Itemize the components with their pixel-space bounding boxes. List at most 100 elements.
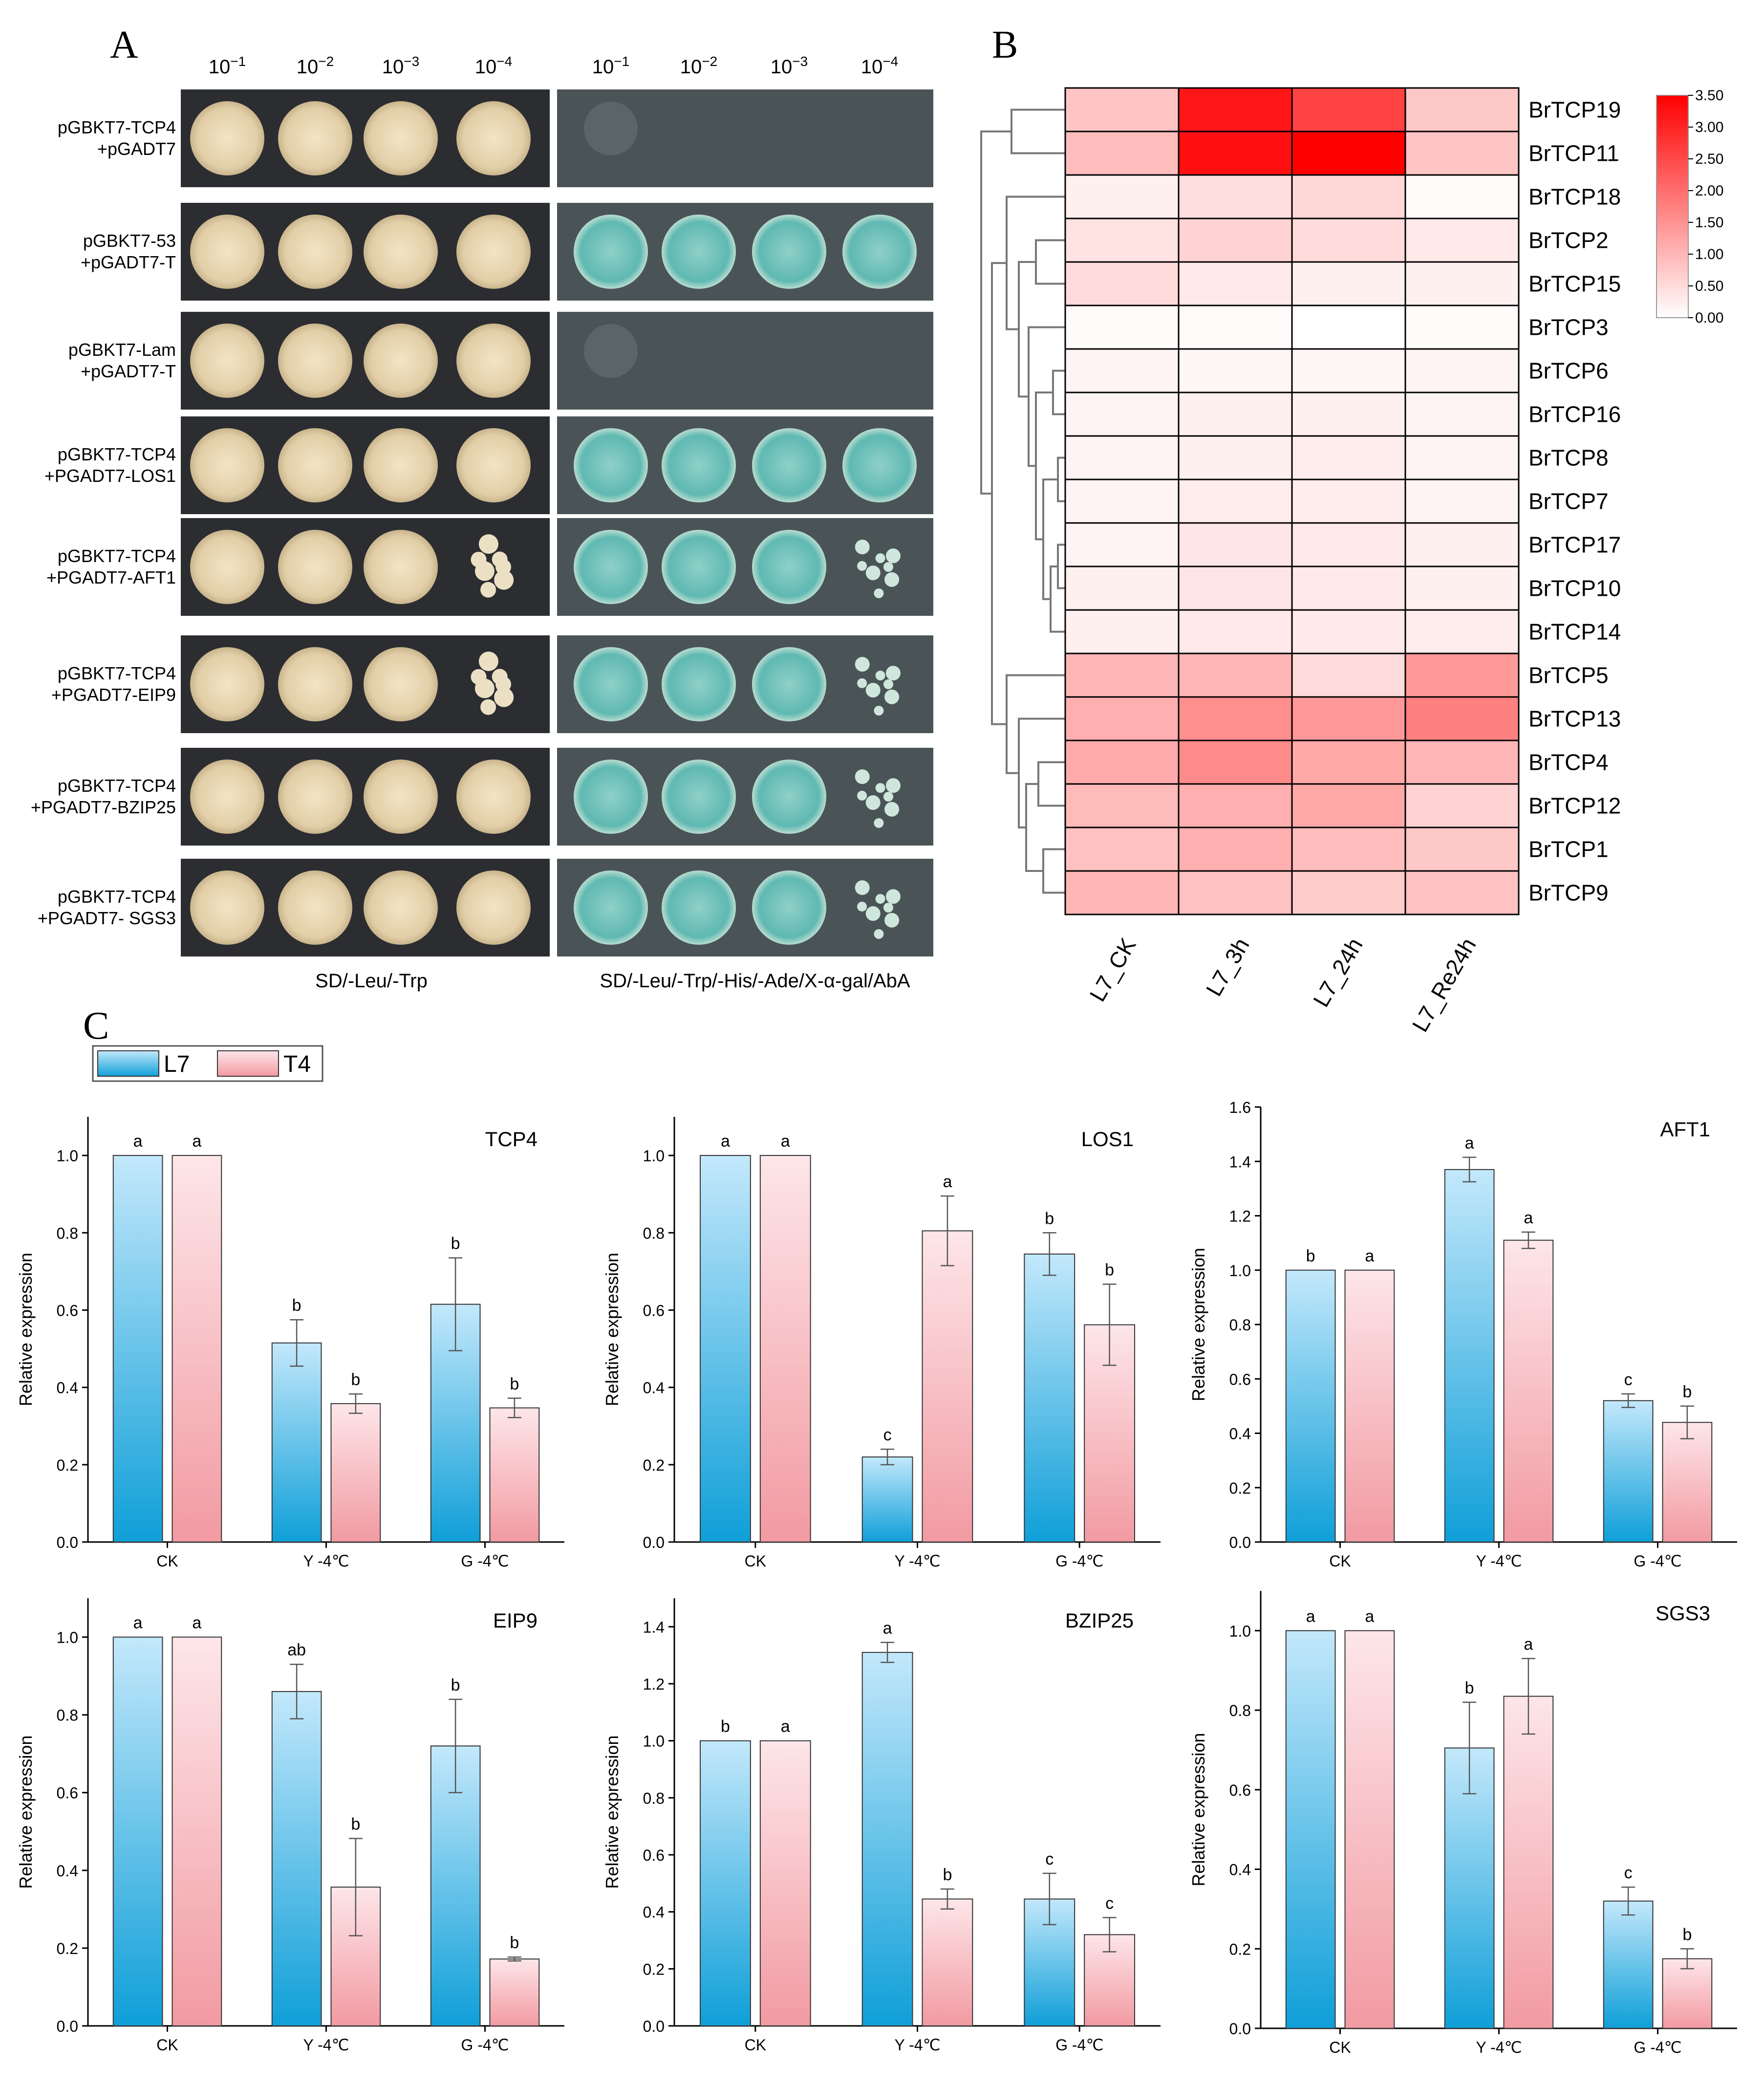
panel-c: C L7 T4 0.0 0.2 0.4 0.6 0.8 1.0 Relative expre… [16,1004,1737,2056]
heatmap-cell [1291,565,1406,611]
colorbar-tick-label: 3.00 [1695,119,1723,135]
colony-small-blue [885,548,901,564]
colony-small [494,687,514,707]
colony-small [478,652,498,672]
bar-t4 [1662,1422,1713,1543]
bar-chart-aft1: 0.0 0.2 0.4 0.6 0.8 1.0 1.2 1.4 1.6 Relative expr… [1188,1099,1737,1570]
colony-spot-blue [574,428,648,502]
heatmap-cell [1178,783,1293,828]
colony-spot-blue [662,215,736,289]
heatmap-cell [1064,739,1180,785]
colony-spot [364,870,438,945]
x-tick-label: CK [1329,1552,1351,1570]
colony-spot [278,215,352,289]
colony-small-blue [865,795,881,810]
colony-spot [190,215,264,289]
row-label-line1: pGBKT7-TCP4 [58,887,176,907]
heatmap-cell [1291,870,1406,915]
heatmap-cell [1404,217,1520,263]
colorbar-tick-label: 0.00 [1695,310,1723,326]
heatmap-cell [1291,522,1406,567]
panel-b-letter: B [992,23,1018,66]
y-tick-label: 0.4 [1229,1861,1251,1879]
colorbar-tick-label: 3.50 [1695,87,1723,104]
dendrogram-branch [1006,674,1065,774]
chart-title: EIP9 [493,1609,538,1632]
dendrogram-branch [1052,369,1065,415]
y-tick-label: 0.6 [643,1302,665,1319]
row-label-line1: pGBKT7-TCP4 [58,117,176,137]
colony-small [480,582,496,598]
heatmap-row-label: BrTCP10 [1528,576,1621,601]
dendrogram-branch [1057,543,1065,589]
colorbar-tick-label: 2.00 [1695,183,1723,199]
heatmap-col-label: L7_24h [1308,934,1368,1011]
colony-spot [278,428,352,502]
colony-spot [190,647,264,721]
colony-spot [190,101,264,175]
colony-spot [190,428,264,502]
colony-small [478,534,498,554]
plate-rows: pGBKT7-TCP4+pGADT7pGBKT7-53+pGADT7-TpGBK… [31,89,933,956]
bar-l7 [1444,1747,1495,2029]
significance-letter: c [1624,1864,1633,1882]
x-tick-label: Y -4℃ [1476,1552,1522,1570]
bar-charts: 0.0 0.2 0.4 0.6 0.8 1.0 Relative expression TCP… [16,1099,1737,2056]
colony-small-blue [855,657,870,672]
colony-spot [278,530,352,604]
dilution-label-right: 10−1 [592,54,629,78]
colony-spot-blue [752,870,826,945]
heatmap-cell [1064,391,1180,437]
bar-t4 [1344,1630,1395,2029]
colony-faint [584,324,638,378]
colony-spot [278,647,352,721]
legend-label-t4: T4 [283,1051,311,1077]
colony-spot-blue [662,760,736,834]
bar-t4 [1503,1695,1554,2029]
bar-chart-eip9: 0.0 0.2 0.4 0.6 0.8 1.0 Relative expression EIP… [16,1598,564,2054]
colony-spot [364,428,438,502]
heatmap-cell [1404,435,1520,480]
bar-l7 [861,1651,913,2026]
colony-small-blue [857,790,867,801]
heatmap-cell [1291,478,1406,524]
colony-small-blue [885,666,901,681]
bar-t4 [330,1403,381,1543]
colony-small-blue [883,679,893,689]
colony-small-blue [884,572,900,587]
colony-small-blue [883,903,893,913]
heatmap-row-label: BrTCP12 [1528,793,1621,819]
y-axis-label: Relative expression [16,1735,36,1889]
heatmap-row-label: BrTCP1 [1528,837,1609,862]
y-tick-label: 0.6 [57,1784,78,1802]
heatmap-row-label: BrTCP3 [1528,315,1609,340]
colorbar-ramp [1656,95,1689,318]
significance-letter: a [133,1132,143,1151]
x-tick-label: G -4℃ [1055,2036,1103,2054]
colony-spot [456,101,531,175]
bar-l7 [1024,1253,1076,1543]
colony-spot-blue [574,647,648,721]
dendrogram-branch [1028,326,1065,467]
x-tick-label: G -4℃ [1634,2039,1681,2056]
y-tick-label: 1.0 [1229,1622,1251,1640]
heatmap-row-label: BrTCP4 [1528,750,1609,775]
heatmap-cell [1064,870,1180,915]
significance-letter: b [351,1370,360,1389]
significance-letter: a [1524,1209,1533,1227]
row-label-line1: pGBKT7-Lam [68,340,176,360]
colony-small-blue [855,880,870,895]
colony-small-blue [874,705,884,716]
dilutions-left: 10−1 10−2 10−3 10−4 [209,54,512,78]
colony-small [492,551,508,567]
colony-small-blue [874,929,884,939]
bar-t4 [489,1958,540,2027]
y-axis-label: Relative expression [602,1253,622,1406]
colony-spot [278,324,352,398]
x-tick-label: G -4℃ [1634,1552,1681,1570]
caption-left: SD/-Leu/-Trp [315,970,428,992]
significance-letter: a [721,1132,730,1151]
heatmap-cell [1291,217,1406,263]
row-label-line1: pGBKT7-TCP4 [58,444,176,464]
y-tick-label: 0.6 [57,1302,78,1319]
